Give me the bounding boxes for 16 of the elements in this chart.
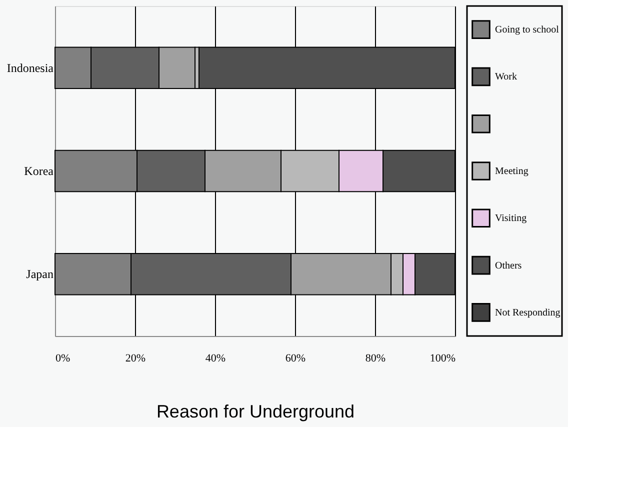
legend-label: Going to school [495,24,560,36]
y-tick-label: Korea [24,164,54,178]
y-tick-label: Japan [26,267,54,282]
x-tick-label: 20% [125,352,146,364]
legend-label: Not Responding [495,307,560,318]
x-tick-label: 100% [430,352,456,364]
x-tick-label: 0% [56,352,70,364]
x-axis-title: Reason for Underground [156,402,355,422]
x-tick-label: 60% [285,352,306,364]
x-tick-label: 40% [205,352,226,364]
legend-label: Visiting [495,213,527,224]
x-tick-label: 80% [365,352,386,364]
y-tick-label: Indonesia [6,60,54,75]
legend-label: Others [495,260,522,272]
legend-label: Meeting [495,166,528,177]
legend-label: Work [495,72,517,83]
